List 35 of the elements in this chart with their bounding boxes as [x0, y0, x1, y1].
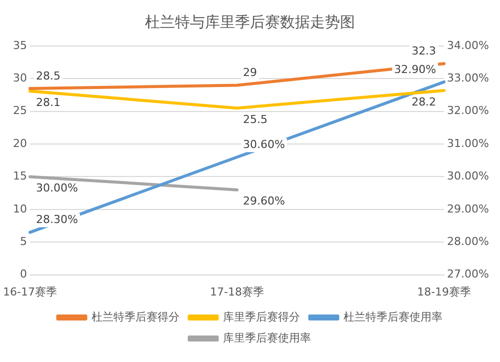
- data-label: 28.1: [36, 96, 60, 109]
- legend-label: 库里季后赛使用率: [222, 331, 311, 344]
- y2-tick-label: 32.00%: [447, 104, 490, 118]
- y2-tick-label: 29.00%: [447, 202, 490, 216]
- data-label: 28.30%: [36, 213, 78, 226]
- y-tick-label: 35: [12, 38, 27, 52]
- x-tick-label: 16-17赛季: [2, 285, 57, 298]
- y-tick-label: 20: [12, 136, 27, 150]
- y-tick-label: 0: [20, 268, 27, 281]
- legend-label: 库里季后赛得分: [222, 310, 300, 324]
- data-label: 28.5: [36, 69, 60, 82]
- y2-tick-label: 28.00%: [447, 234, 490, 248]
- data-label: 25.5: [243, 112, 268, 126]
- data-label: 32.90%: [394, 62, 436, 76]
- data-label: 29: [243, 66, 258, 80]
- data-label: 30.00%: [36, 182, 78, 195]
- chart-title: 杜兰特与库里季后赛数据走势图: [145, 12, 355, 31]
- data-label: 29.60%: [243, 194, 285, 208]
- y-tick-label: 15: [12, 170, 27, 183]
- legend-label: 杜兰特季后赛使用率: [343, 310, 442, 324]
- legend-label: 杜兰特季后赛得分: [91, 310, 180, 324]
- data-label: 28.2: [412, 95, 436, 108]
- y2-tick-label: 33.00%: [447, 72, 490, 85]
- y2-tick-label: 34.00%: [447, 38, 490, 52]
- y-tick-label: 30: [12, 72, 27, 85]
- y-tick-label: 5: [20, 234, 27, 248]
- y2-tick-label: 27.00%: [447, 268, 490, 281]
- y2-tick-label: 30.00%: [447, 170, 490, 183]
- y-tick-label: 25: [12, 104, 27, 118]
- data-label: 32.3: [412, 44, 436, 58]
- x-tick-label: 17-18赛季: [210, 285, 264, 298]
- data-label: 30.60%: [243, 138, 285, 151]
- y2-tick-label: 31.00%: [447, 136, 490, 150]
- y-tick-label: 10: [12, 202, 27, 216]
- x-tick-label: 18-19赛季: [417, 285, 472, 298]
